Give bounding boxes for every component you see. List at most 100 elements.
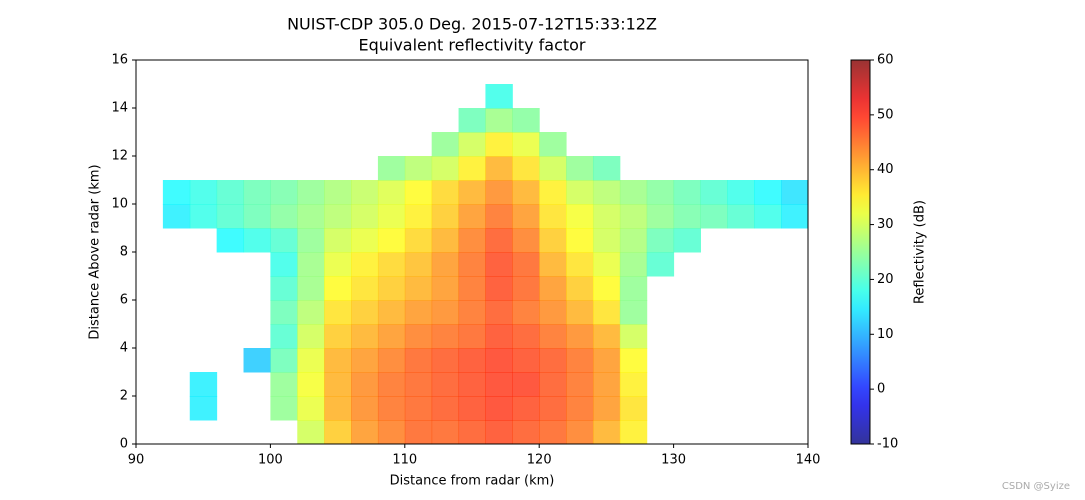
cell: [189, 180, 218, 205]
y-tick-label: 6: [120, 293, 128, 308]
cell: [485, 300, 513, 325]
cell: [216, 228, 245, 253]
cell: [297, 324, 325, 349]
cell: [566, 420, 594, 445]
cell: [324, 228, 352, 253]
cell: [297, 276, 325, 301]
cell: [243, 204, 271, 229]
y-tick-label: 2: [120, 389, 128, 404]
cell: [324, 204, 352, 229]
colorbar-tick-label: 20: [877, 272, 894, 287]
cell: [458, 372, 486, 397]
cell: [324, 372, 352, 397]
cell: [539, 132, 567, 157]
cell: [458, 348, 486, 373]
cell: [458, 228, 486, 253]
cell: [485, 228, 513, 253]
cell: [404, 396, 433, 421]
cell: [351, 396, 379, 421]
chart-subtitle: Equivalent reflectivity factor: [358, 36, 585, 55]
cell: [485, 204, 513, 229]
cell: [458, 156, 486, 181]
cell: [727, 180, 755, 205]
colorbar-tick-label: 0: [877, 382, 885, 397]
cell: [512, 300, 540, 325]
cell: [539, 204, 567, 229]
cell: [351, 348, 379, 373]
colorbar-label: Reflectivity (dB): [913, 200, 928, 304]
cell: [431, 276, 460, 301]
cell: [270, 324, 298, 349]
cell: [485, 324, 513, 349]
cell: [324, 180, 352, 205]
cell: [646, 180, 675, 205]
cell: [377, 276, 406, 301]
cell: [485, 252, 513, 277]
cell: [377, 252, 406, 277]
cell: [377, 300, 406, 325]
colorbar-tick-label: 10: [877, 327, 894, 342]
cell: [592, 252, 621, 277]
cell: [351, 420, 379, 445]
cell: [351, 204, 379, 229]
cell: [512, 108, 540, 133]
cell: [592, 396, 621, 421]
cell: [431, 156, 460, 181]
y-tick-label: 14: [111, 101, 128, 116]
cell: [431, 132, 460, 157]
cell: [297, 372, 325, 397]
cell: [404, 180, 433, 205]
cell: [619, 372, 648, 397]
x-tick-label: 140: [796, 453, 821, 468]
colorbar-tick-label: 40: [877, 162, 894, 177]
cell: [458, 180, 486, 205]
cell: [566, 228, 594, 253]
cell: [485, 396, 513, 421]
x-tick-label: 120: [527, 453, 552, 468]
cell: [592, 156, 621, 181]
cell: [351, 324, 379, 349]
cell: [646, 204, 675, 229]
cell: [377, 228, 406, 253]
cell: [431, 228, 460, 253]
cell: [297, 348, 325, 373]
cell: [377, 204, 406, 229]
cell: [673, 204, 701, 229]
cell: [512, 276, 540, 301]
colorbar: [850, 59, 871, 445]
y-tick-label: 10: [111, 197, 128, 212]
cell: [512, 228, 540, 253]
cell: [404, 300, 433, 325]
x-tick-label: 100: [258, 453, 283, 468]
cell: [566, 372, 594, 397]
cell: [727, 204, 755, 229]
cell: [592, 324, 621, 349]
cell: [539, 180, 567, 205]
cell: [404, 348, 433, 373]
cell: [404, 252, 433, 277]
cell: [539, 348, 567, 373]
cell: [404, 228, 433, 253]
cell: [377, 324, 406, 349]
cell: [243, 228, 271, 253]
cell: [351, 180, 379, 205]
cell: [324, 300, 352, 325]
cell: [781, 204, 809, 229]
cell: [619, 252, 648, 277]
cell: [270, 348, 298, 373]
cell: [485, 372, 513, 397]
cell: [700, 204, 728, 229]
cell: [781, 180, 809, 205]
chart-title: NUIST-CDP 305.0 Deg. 2015-07-12T15:33:12…: [287, 15, 657, 34]
y-tick-label: 4: [120, 341, 128, 356]
cell: [431, 204, 460, 229]
cell: [431, 372, 460, 397]
cell: [270, 300, 298, 325]
x-axis-label: Distance from radar (km): [390, 474, 555, 489]
cell: [754, 180, 782, 205]
cell: [270, 276, 298, 301]
cell: [324, 324, 352, 349]
cell: [324, 252, 352, 277]
colorbar-tick-label: -10: [877, 437, 898, 452]
cell: [243, 348, 271, 373]
